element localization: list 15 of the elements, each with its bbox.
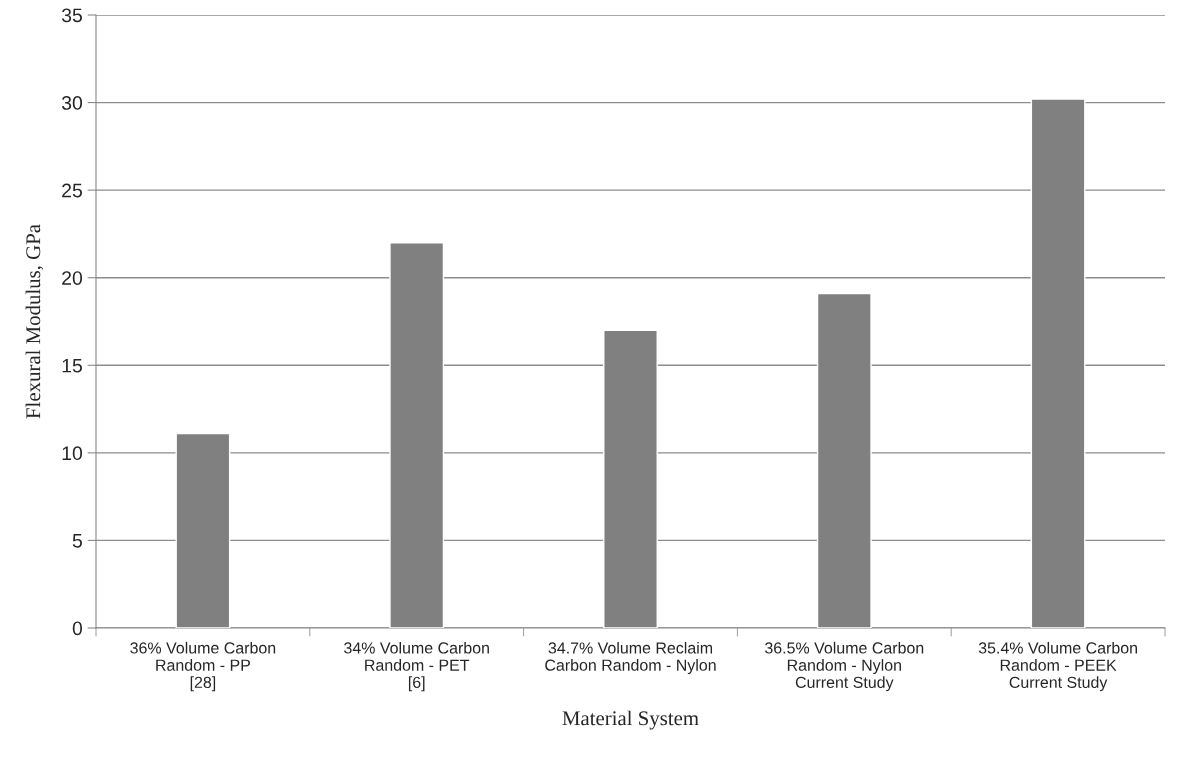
y-tick-label: 20: [62, 271, 83, 285]
y-tick-label: 30: [61, 96, 83, 110]
x-tick-label: 36% Volume Carbon Random - PP [28]: [130, 641, 276, 692]
x-tick-label: 36.5% Volume Carbon Random - Nylon Current Study: [765, 641, 924, 692]
x-tick-label: 35.4% Volume Carbon Random - PEEK Current Study: [978, 641, 1137, 692]
y-tick-label: 5: [72, 534, 82, 548]
x-axis-title: Material System: [562, 710, 699, 730]
y-tick-label: 15: [62, 358, 82, 373]
y-tick-label: 10: [62, 446, 83, 461]
y-tick-label: 35: [61, 8, 82, 23]
y-tick-label: 0: [72, 621, 83, 636]
x-tick-label: 34.7% Volume Reclaim Carbon Random - Nylon: [545, 641, 716, 674]
y-axis-title: Flexural Modulus, GPa: [25, 224, 44, 419]
x-tick-label: 34% Volume Carbon Random - PET [6]: [344, 641, 489, 692]
y-tick-label: 25: [62, 183, 82, 198]
